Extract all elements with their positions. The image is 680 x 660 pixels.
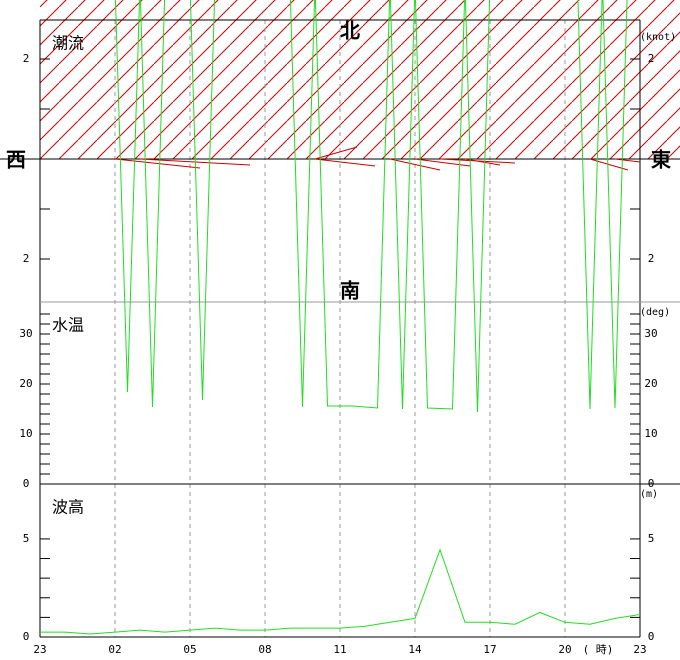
y-tick-label: 2 (23, 52, 30, 65)
x-tick-label: 14 (408, 643, 422, 656)
current-vector (614, 158, 641, 163)
compass-west: 西 (6, 148, 26, 172)
y-tick-label: 2 (23, 252, 30, 265)
x-tick-label: 02 (108, 643, 121, 656)
y-tick-label: 2 (648, 52, 655, 65)
x-tick-label: 23 (633, 643, 646, 656)
unit-label: (knot) (640, 32, 676, 43)
x-tick-label: 11 (333, 643, 346, 656)
panel-title: 潮流 (52, 34, 84, 53)
y-tick-label: 10 (19, 427, 32, 440)
y-tick-label: 5 (23, 532, 30, 545)
y-tick-label: 0 (648, 477, 655, 490)
y-tick-label: 5 (648, 532, 655, 545)
compass-south: 南 (340, 279, 360, 303)
compass-north: 北 (340, 19, 360, 43)
hatch-area (40, 0, 680, 159)
x-tick-label: 20 (558, 643, 571, 656)
unit-label: (m) (640, 489, 658, 500)
data-line (114, 0, 628, 413)
data-line (40, 548, 641, 635)
unit-label: (deg) (640, 307, 670, 318)
current-vector (464, 158, 501, 166)
current-vector (414, 158, 471, 167)
current-vector (114, 158, 201, 169)
y-tick-label: 10 (644, 427, 657, 440)
y-tick-label: 0 (23, 477, 30, 490)
x-tick-label: 08 (258, 643, 271, 656)
current-vector (389, 158, 441, 171)
panel-title: 波高 (52, 498, 84, 517)
x-tick-label: 23 (33, 643, 46, 656)
current-vector (314, 146, 358, 160)
compass-east: 東 (651, 148, 671, 172)
x-tick-label: 05 (183, 643, 196, 656)
panel-title: 水温 (52, 316, 84, 335)
x-tick-label: 17 (483, 643, 496, 656)
y-tick-label: 30 (19, 327, 32, 340)
y-tick-label: 30 (644, 327, 657, 340)
y-tick-label: 20 (19, 377, 32, 390)
y-tick-label: 0 (648, 630, 655, 643)
x-axis-label: ( 時) (583, 643, 614, 656)
y-tick-label: 20 (644, 377, 657, 390)
y-tick-label: 2 (648, 252, 655, 265)
y-tick-label: 0 (23, 630, 30, 643)
current-vector (314, 158, 376, 167)
